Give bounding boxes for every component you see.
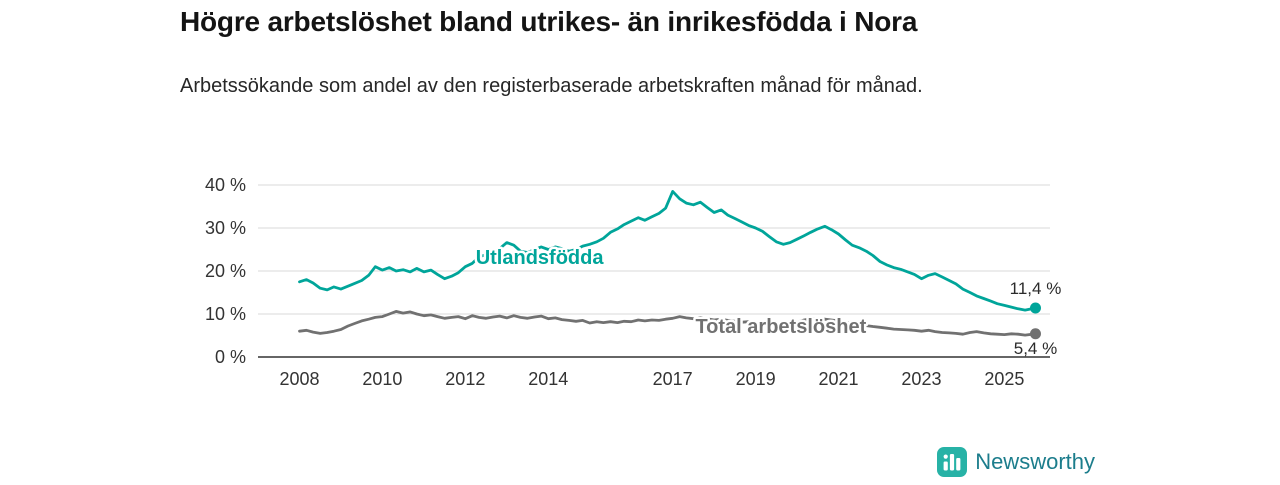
y-tick-label: 0 %: [215, 347, 246, 367]
x-tick-label: 2008: [279, 369, 319, 389]
x-tick-label: 2023: [901, 369, 941, 389]
chart-subtitle: Arbetssökande som andel av den registerb…: [180, 75, 923, 97]
x-tick-label: 2017: [653, 369, 693, 389]
newsworthy-logo: Newsworthy: [937, 447, 1095, 477]
y-tick-label: 10 %: [205, 304, 246, 324]
series-label: Utlandsfödda: [476, 247, 605, 269]
x-tick-label: 2019: [736, 369, 776, 389]
y-tick-label: 40 %: [205, 175, 246, 195]
series-line: [298, 309, 1037, 337]
series-end-value-label: 11,4 %: [1010, 279, 1062, 298]
chart-title: Högre arbetslöshet bland utrikes- än inr…: [180, 6, 918, 37]
series-end-value-label: 5,4 %: [1014, 339, 1057, 358]
x-tick-label: 2025: [984, 369, 1024, 389]
x-tick-label: 2010: [362, 369, 402, 389]
series-line: [298, 189, 1037, 312]
brand-name: Newsworthy: [975, 449, 1095, 474]
y-tick-label: 20 %: [205, 261, 246, 281]
x-tick-label: 2014: [528, 369, 568, 389]
series-end-dot: [1029, 302, 1041, 314]
x-tick-label: 2021: [819, 369, 859, 389]
y-tick-label: 30 %: [205, 218, 246, 238]
series-end-dot: [1029, 328, 1041, 340]
bar-chart-icon: [937, 447, 968, 477]
x-tick-label: 2012: [445, 369, 485, 389]
series-label: Total arbetslöshet: [695, 316, 866, 338]
